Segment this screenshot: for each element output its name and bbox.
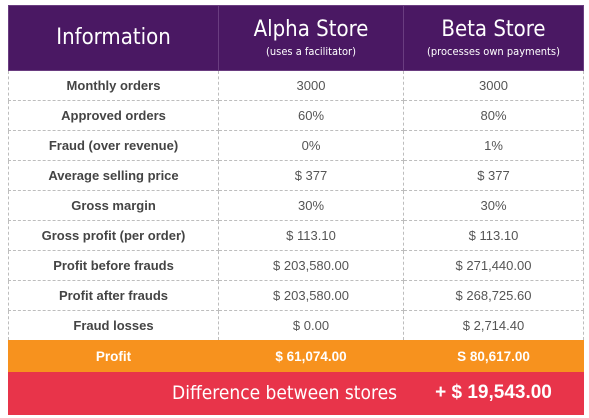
- alpha-value: $ 0.00: [218, 310, 404, 341]
- row-label: Fraud (over revenue): [8, 130, 219, 161]
- alpha-value: 30%: [218, 190, 404, 221]
- beta-value: $ 377: [403, 160, 584, 191]
- header-row: Information Alpha Store (uses a facilita…: [8, 5, 584, 71]
- row-label: Average selling price: [8, 160, 219, 191]
- row-label: Profit after frauds: [8, 280, 219, 311]
- row-label: Gross margin: [8, 190, 219, 221]
- profit-row: Profit $ 61,074.00 S 80,617.00: [8, 340, 584, 372]
- table-row: Profit before frauds $ 203,580.00 $ 271,…: [8, 250, 584, 281]
- store-comparison-table: Information Alpha Store (uses a facilita…: [8, 5, 584, 415]
- difference-label: Difference between stores: [8, 371, 404, 415]
- table-row: Gross margin 30% 30%: [8, 190, 584, 221]
- alpha-store-subtitle: (uses a facilitator): [266, 45, 356, 58]
- profit-label: Profit: [8, 340, 219, 372]
- beta-value: $ 268,725.60: [403, 280, 584, 311]
- row-label: Approved orders: [8, 100, 219, 131]
- table-row: Gross profit (per order) $ 113.10 $ 113.…: [8, 220, 584, 251]
- beta-value: $ 113.10: [403, 220, 584, 251]
- profit-alpha-value: $ 61,074.00: [218, 340, 404, 372]
- header-beta-store: Beta Store (processes own payments): [403, 5, 584, 71]
- beta-value: $ 271,440.00: [403, 250, 584, 281]
- difference-row: Difference between stores + $ 19,543.00: [8, 371, 584, 415]
- header-information-label: Information: [56, 25, 171, 50]
- row-label: Profit before frauds: [8, 250, 219, 281]
- beta-store-title: Beta Store: [441, 17, 546, 42]
- header-information: Information: [8, 5, 219, 71]
- table-row: Profit after frauds $ 203,580.00 $ 268,7…: [8, 280, 584, 311]
- row-label: Monthly orders: [8, 70, 219, 101]
- beta-store-subtitle: (processes own payments): [427, 45, 560, 58]
- table-row: Fraud losses $ 0.00 $ 2,714.40: [8, 310, 584, 341]
- beta-value: 1%: [403, 130, 584, 161]
- alpha-value: 0%: [218, 130, 404, 161]
- row-label: Fraud losses: [8, 310, 219, 341]
- profit-beta-value: S 80,617.00: [403, 340, 584, 372]
- alpha-store-title: Alpha Store: [253, 17, 369, 42]
- alpha-value: 3000: [218, 70, 404, 101]
- table-row: Approved orders 60% 80%: [8, 100, 584, 131]
- table-row: Monthly orders 3000 3000: [8, 70, 584, 101]
- table-header: Information Alpha Store (uses a facilita…: [8, 5, 584, 71]
- alpha-value: $ 113.10: [218, 220, 404, 251]
- alpha-value: $ 203,580.00: [218, 280, 404, 311]
- header-alpha-store: Alpha Store (uses a facilitator): [218, 5, 404, 71]
- row-label: Gross profit (per order): [8, 220, 219, 251]
- difference-value: + $ 19,543.00: [403, 371, 584, 415]
- beta-value: 30%: [403, 190, 584, 221]
- beta-value: $ 2,714.40: [403, 310, 584, 341]
- table-row: Fraud (over revenue) 0% 1%: [8, 130, 584, 161]
- table-body: Monthly orders 3000 3000 Approved orders…: [8, 70, 584, 415]
- beta-value: 3000: [403, 70, 584, 101]
- alpha-value: $ 203,580.00: [218, 250, 404, 281]
- alpha-value: $ 377: [218, 160, 404, 191]
- beta-value: 80%: [403, 100, 584, 131]
- table-row: Average selling price $ 377 $ 377: [8, 160, 584, 191]
- alpha-value: 60%: [218, 100, 404, 131]
